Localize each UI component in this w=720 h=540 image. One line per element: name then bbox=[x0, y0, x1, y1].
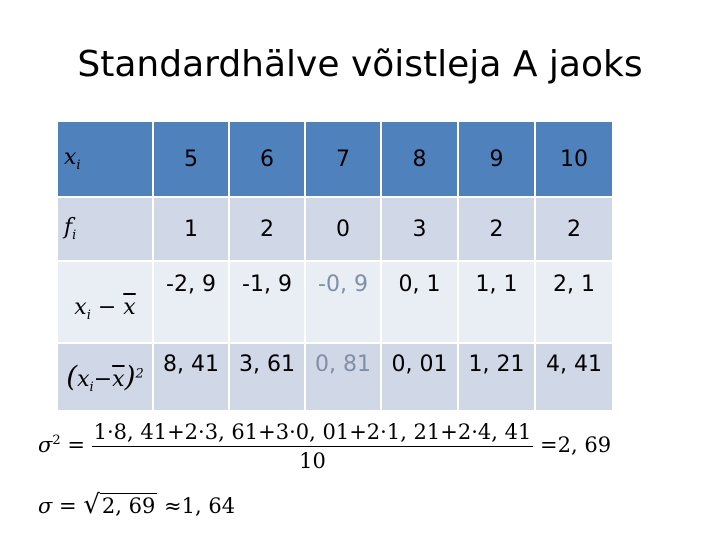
table-cell: 5 bbox=[152, 120, 230, 198]
row-label-x: xi bbox=[56, 120, 154, 198]
table-row-x: xi 5 6 7 8 9 10 bbox=[56, 120, 614, 198]
table-cell: 3 bbox=[380, 196, 459, 262]
sd-radicand: 2, 69 bbox=[99, 493, 158, 518]
table-cell: 0, 81 bbox=[304, 342, 382, 412]
sd-result: ≈1, 64 bbox=[164, 494, 236, 518]
table-row-f: fi 1 2 0 3 2 2 bbox=[56, 196, 614, 262]
row-label-deviation: xi − x bbox=[56, 260, 154, 344]
variance-result: =2, 69 bbox=[540, 433, 612, 457]
variance-fraction: 1·8, 41+2·3, 61+3·0, 01+2·1, 21+2·4, 41 … bbox=[91, 420, 534, 473]
table-cell: 6 bbox=[228, 120, 306, 198]
table-cell: 2 bbox=[228, 196, 306, 262]
table-cell: -2, 9 bbox=[152, 260, 230, 344]
row-label-squared-deviation: (xi−x)2 bbox=[56, 342, 154, 412]
table-cell: 9 bbox=[457, 120, 536, 198]
table-cell: 3, 61 bbox=[228, 342, 306, 412]
row-label-f: fi bbox=[56, 196, 154, 262]
table-cell: 10 bbox=[534, 120, 614, 198]
table-cell: 1 bbox=[152, 196, 230, 262]
table-cell: 2 bbox=[534, 196, 614, 262]
page-title: Standardhälve võistleja A jaoks bbox=[77, 44, 643, 85]
table-cell: 1, 21 bbox=[457, 342, 536, 412]
table-cell: 4, 41 bbox=[534, 342, 614, 412]
variance-formula: σ2 = 1·8, 41+2·3, 61+3·0, 01+2·1, 21+2·4… bbox=[38, 420, 612, 473]
table-cell: 0 bbox=[304, 196, 382, 262]
standard-deviation-formula: σ = √2, 69 ≈1, 64 bbox=[38, 490, 236, 520]
table-row-squared-deviation: (xi−x)2 8, 41 3, 61 0, 81 0, 01 1, 21 4,… bbox=[56, 342, 614, 412]
table-cell: 1, 1 bbox=[457, 260, 536, 344]
table-cell: -1, 9 bbox=[228, 260, 306, 344]
table-cell: 2 bbox=[457, 196, 536, 262]
table-row-deviation: xi − x -2, 9 -1, 9 -0, 9 0, 1 1, 1 2, 1 bbox=[56, 260, 614, 344]
table-cell: 8, 41 bbox=[152, 342, 230, 412]
variance-denominator: 10 bbox=[299, 449, 326, 473]
table-cell: 7 bbox=[304, 120, 382, 198]
variance-numerator: 1·8, 41+2·3, 61+3·0, 01+2·1, 21+2·4, 41 bbox=[91, 420, 534, 447]
table-cell: 0, 01 bbox=[380, 342, 459, 412]
table-cell: -0, 9 bbox=[304, 260, 382, 344]
table-cell: 0, 1 bbox=[380, 260, 459, 344]
table-cell: 8 bbox=[380, 120, 459, 198]
table-cell: 2, 1 bbox=[534, 260, 614, 344]
frequency-table: xi 5 6 7 8 9 10 fi 1 2 0 3 2 2 xi − x -2… bbox=[56, 120, 614, 412]
